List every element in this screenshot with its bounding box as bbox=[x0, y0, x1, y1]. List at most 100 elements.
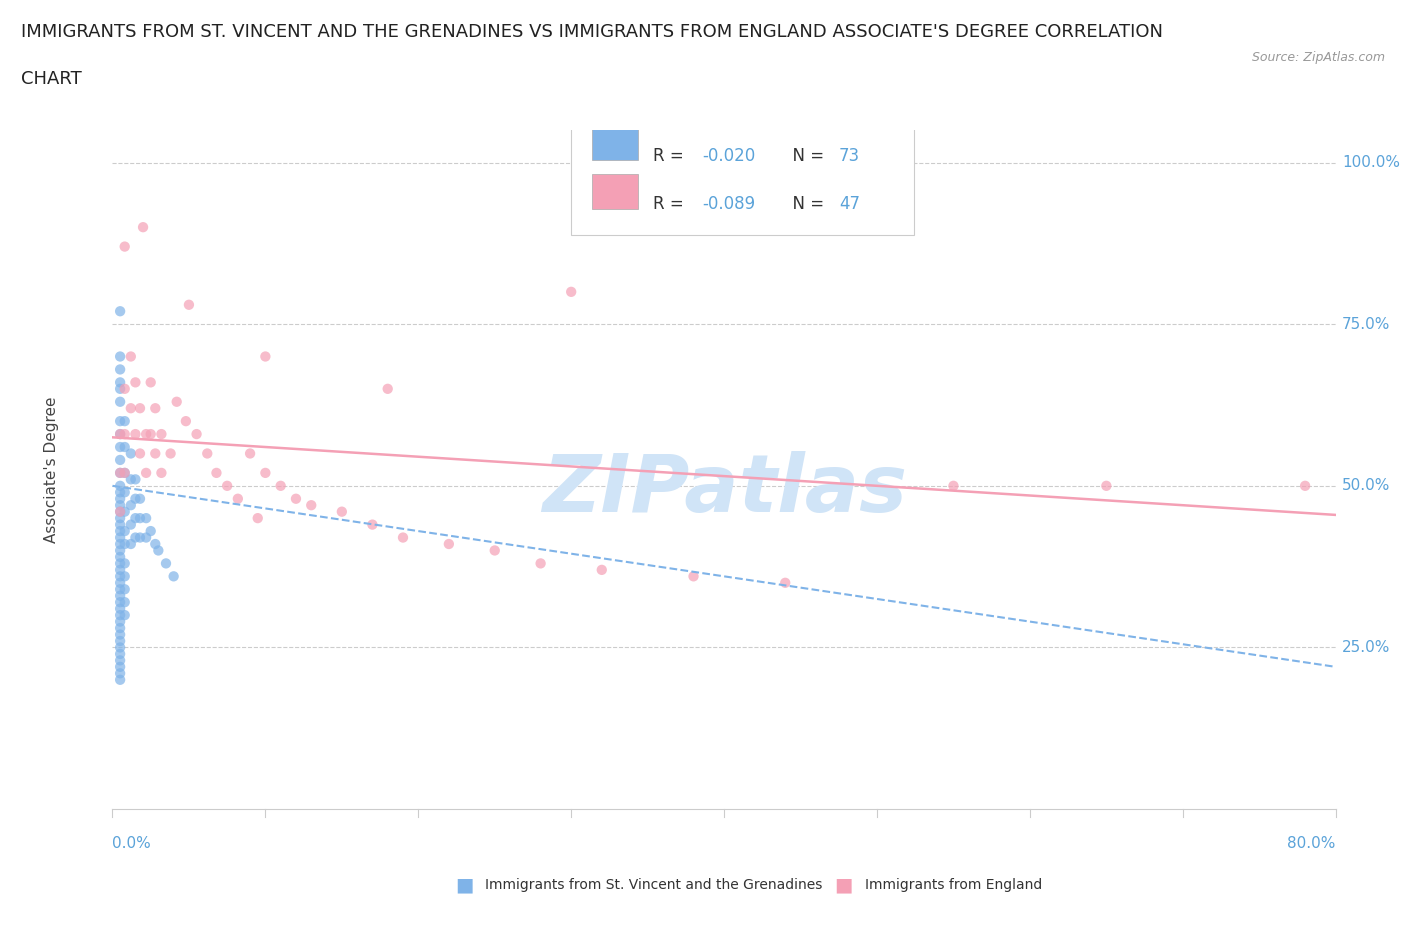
Text: N =: N = bbox=[782, 147, 830, 166]
Point bbox=[108, 485, 131, 499]
Point bbox=[114, 465, 136, 480]
Point bbox=[108, 491, 131, 506]
Point bbox=[108, 556, 131, 571]
Point bbox=[392, 530, 415, 545]
Point bbox=[177, 298, 200, 312]
Point bbox=[108, 543, 131, 558]
Point bbox=[120, 498, 142, 512]
FancyBboxPatch shape bbox=[571, 124, 914, 235]
Point bbox=[108, 511, 131, 525]
Point bbox=[124, 375, 146, 390]
Point bbox=[108, 601, 131, 616]
Text: -0.020: -0.020 bbox=[702, 147, 755, 166]
Point bbox=[120, 472, 142, 486]
Text: CHART: CHART bbox=[21, 70, 82, 87]
Point bbox=[205, 465, 228, 480]
Point bbox=[108, 653, 131, 668]
Text: N =: N = bbox=[782, 194, 830, 213]
Point bbox=[108, 349, 131, 364]
Text: 0.0%: 0.0% bbox=[112, 836, 152, 851]
Text: 80.0%: 80.0% bbox=[1288, 836, 1336, 851]
Point bbox=[254, 349, 277, 364]
Text: ■: ■ bbox=[834, 876, 853, 895]
Point bbox=[163, 569, 186, 584]
Point bbox=[108, 640, 131, 655]
Point bbox=[108, 569, 131, 584]
Point bbox=[284, 491, 308, 506]
Point bbox=[108, 414, 131, 429]
Point bbox=[143, 446, 166, 461]
Point bbox=[114, 414, 136, 429]
Point bbox=[530, 556, 553, 571]
Point bbox=[120, 349, 142, 364]
Point bbox=[108, 381, 131, 396]
Point bbox=[124, 427, 146, 442]
Point bbox=[108, 537, 131, 551]
Point bbox=[108, 633, 131, 648]
Point bbox=[114, 524, 136, 538]
Point bbox=[114, 465, 136, 480]
Point bbox=[361, 517, 384, 532]
Point bbox=[150, 427, 173, 442]
Point bbox=[139, 427, 162, 442]
Text: R =: R = bbox=[654, 194, 689, 213]
Point bbox=[682, 569, 704, 584]
Point bbox=[129, 401, 152, 416]
Point bbox=[437, 537, 460, 551]
FancyBboxPatch shape bbox=[592, 174, 638, 209]
Text: IMMIGRANTS FROM ST. VINCENT AND THE GRENADINES VS IMMIGRANTS FROM ENGLAND ASSOCI: IMMIGRANTS FROM ST. VINCENT AND THE GREN… bbox=[21, 23, 1163, 41]
Point bbox=[114, 427, 136, 442]
Text: Source: ZipAtlas.com: Source: ZipAtlas.com bbox=[1251, 51, 1385, 64]
Point bbox=[135, 530, 157, 545]
Point bbox=[591, 563, 613, 578]
Point bbox=[114, 595, 136, 610]
Point bbox=[124, 511, 146, 525]
Point bbox=[186, 427, 208, 442]
Point bbox=[942, 478, 965, 493]
Point bbox=[166, 394, 188, 409]
Point bbox=[124, 530, 146, 545]
Point bbox=[159, 446, 181, 461]
Point bbox=[108, 672, 131, 687]
Point bbox=[108, 504, 131, 519]
Point bbox=[129, 491, 152, 506]
Point bbox=[150, 465, 173, 480]
Point bbox=[108, 576, 131, 591]
Point bbox=[108, 607, 131, 622]
Point bbox=[114, 381, 136, 396]
Point bbox=[129, 446, 152, 461]
Point bbox=[775, 576, 797, 591]
Point bbox=[114, 569, 136, 584]
Point bbox=[114, 440, 136, 455]
Point bbox=[148, 543, 170, 558]
Point bbox=[108, 563, 131, 578]
Point bbox=[270, 478, 292, 493]
Point bbox=[254, 465, 277, 480]
Point bbox=[108, 627, 131, 642]
Point bbox=[108, 646, 131, 661]
Point bbox=[195, 446, 218, 461]
Point bbox=[120, 446, 142, 461]
Point bbox=[108, 666, 131, 681]
Text: Immigrants from St. Vincent and the Grenadines: Immigrants from St. Vincent and the Gren… bbox=[485, 878, 823, 893]
Point bbox=[108, 465, 131, 480]
Point bbox=[108, 427, 131, 442]
Text: 73: 73 bbox=[839, 147, 860, 166]
Point bbox=[108, 498, 131, 512]
Point bbox=[108, 440, 131, 455]
Point bbox=[108, 530, 131, 545]
Point bbox=[108, 595, 131, 610]
Point bbox=[484, 543, 506, 558]
Point bbox=[114, 504, 136, 519]
Point bbox=[246, 511, 269, 525]
Point bbox=[114, 556, 136, 571]
Point bbox=[108, 582, 131, 597]
Point bbox=[299, 498, 322, 512]
Point bbox=[132, 219, 155, 234]
Point bbox=[108, 394, 131, 409]
Point bbox=[108, 453, 131, 468]
Point bbox=[139, 524, 162, 538]
Point bbox=[129, 530, 152, 545]
Point bbox=[330, 504, 353, 519]
Text: R =: R = bbox=[654, 147, 689, 166]
